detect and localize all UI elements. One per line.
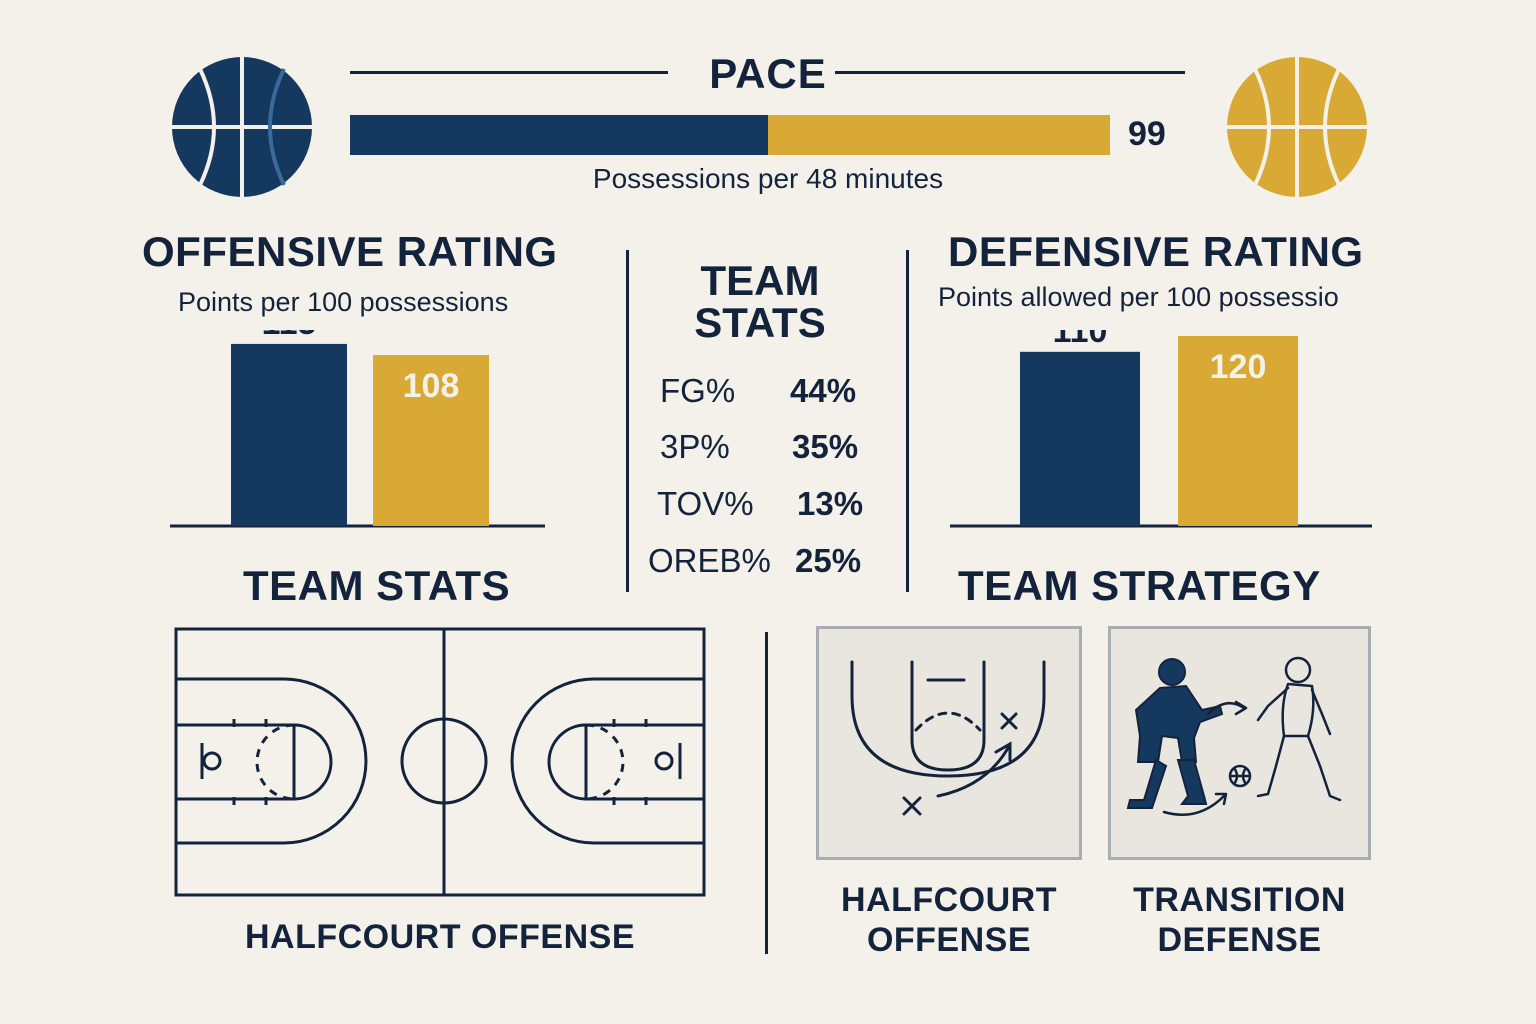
stat-row-tov: TOV% 13%	[0, 485, 1536, 525]
players-icon	[1108, 626, 1371, 860]
halfcourt-caption-line2: OFFENSE	[866, 921, 1032, 960]
offensive-rating-chart: 115 108	[170, 330, 545, 528]
basketball-court-diagram	[174, 627, 706, 897]
center-stats-title-line2: STATS	[694, 299, 826, 346]
pace-bar-navy	[350, 115, 768, 155]
stat-value: 44%	[790, 372, 857, 409]
basketball-icon-left	[172, 57, 312, 197]
stat-value: 13%	[797, 485, 864, 522]
defensive-bar-1	[1178, 336, 1298, 526]
transition-caption-line2: DEFENSE	[1157, 921, 1322, 960]
defensive-bar-0	[1020, 351, 1140, 526]
stat-label: 3P%	[660, 428, 730, 465]
offensive-bar-label-0: 115	[262, 330, 317, 342]
stat-label: TOV%	[657, 485, 754, 522]
transition-caption-line1: TRANSITION	[1133, 881, 1346, 919]
center-stats-title-line1: TEAM	[700, 257, 820, 304]
halfcourt-caption-line1: HALFCOURT	[840, 881, 1058, 919]
pace-value: 99	[1128, 115, 1166, 153]
transition-defense-caption: TRANSITION DEFENSE	[1108, 880, 1371, 960]
offensive-bar-label-1: 108	[403, 367, 460, 405]
defensive-rating-title: DEFENSIVE RATING	[948, 228, 1364, 275]
pace-bar-gold	[768, 115, 1110, 155]
stat-row-oreb: OREB% 25%	[0, 542, 1536, 582]
divider-bottom	[765, 632, 768, 954]
offensive-bar-0	[231, 343, 347, 526]
stat-label: FG%	[660, 372, 736, 409]
pace-subtitle: Possessions per 48 minutes	[592, 163, 944, 194]
pace-rule-left	[350, 71, 668, 74]
stat-label: OREB%	[648, 542, 771, 579]
stat-row-3p: 3P% 35%	[0, 428, 1536, 468]
offensive-rating-subtitle: Points per 100 possessions	[178, 287, 509, 317]
stat-value: 25%	[795, 542, 862, 579]
pace-title: PACE	[709, 50, 827, 97]
halfcourt-offense-caption-left: HALFCOURT OFFENSE	[244, 918, 636, 956]
divider-left	[626, 250, 629, 592]
basketball-icon-right	[1227, 57, 1367, 197]
offensive-rating-title: OFFENSIVE RATING	[142, 228, 558, 275]
stat-row-fg: FG% 44%	[0, 372, 1536, 412]
defensive-rating-chart: 110 120	[950, 330, 1372, 528]
halfcourt-offense-caption: HALFCOURT OFFENSE	[816, 880, 1082, 960]
pace-rule-right	[835, 71, 1185, 74]
center-stats-title: TEAM STATS	[630, 260, 890, 344]
pace-bar	[350, 115, 1110, 155]
defensive-bar-label-1: 120	[1210, 348, 1267, 386]
stat-value: 35%	[792, 428, 859, 465]
team-strategy-title: TEAM STRATEGY	[958, 562, 1321, 609]
play-diagram-icon	[816, 626, 1082, 860]
offensive-bar-1	[373, 355, 489, 526]
divider-right	[906, 250, 909, 592]
team-stats-title: TEAM STATS	[243, 562, 511, 609]
defensive-bar-label-0: 110	[1053, 330, 1108, 350]
defensive-rating-subtitle: Points allowed per 100 possessio	[938, 282, 1339, 312]
